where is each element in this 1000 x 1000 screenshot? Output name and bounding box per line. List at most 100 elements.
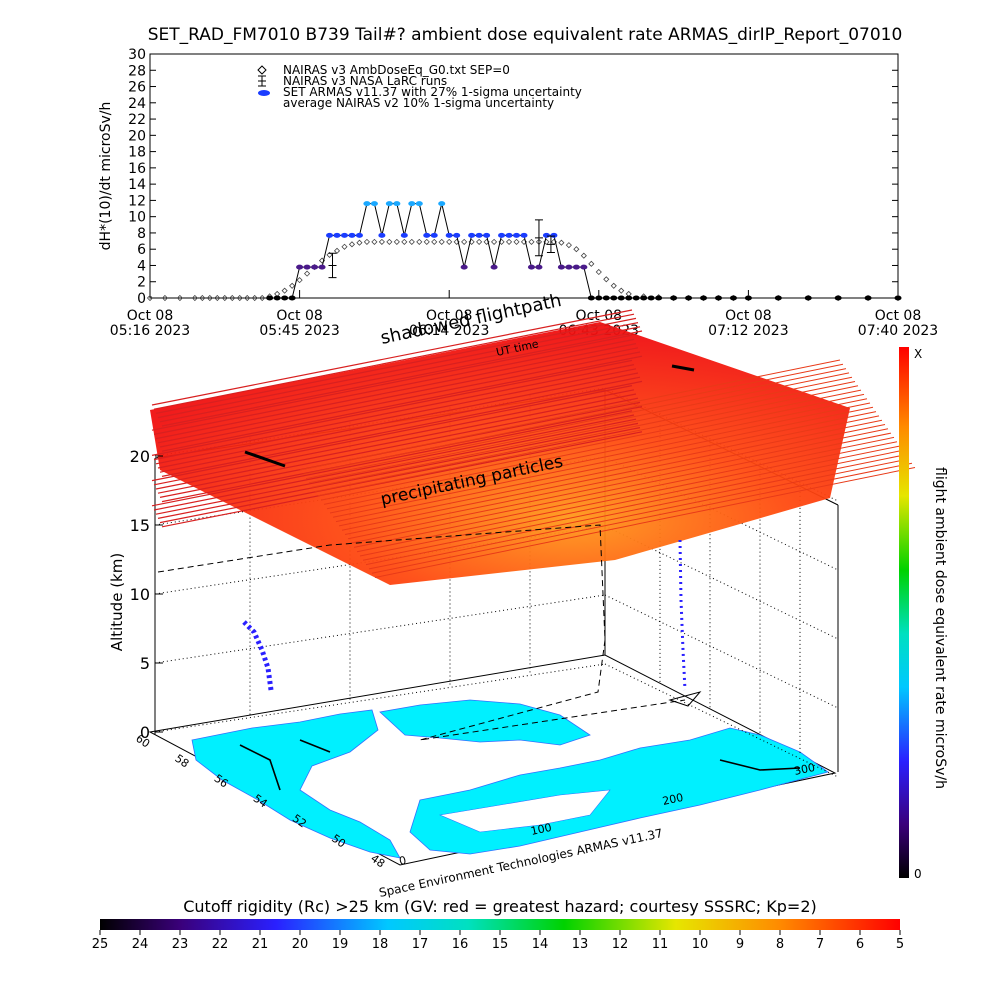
nairas-point (423, 238, 430, 245)
sheet-stripe (157, 322, 639, 419)
colorbar-tick-label: 6 (856, 937, 864, 952)
sheet-stripe (155, 317, 637, 414)
colorbar-tick-label: 21 (252, 937, 269, 952)
legend-item-armas: SET ARMAS v11.37 with 27% 1-sigma uncert… (258, 85, 582, 99)
sheet-stripe (347, 428, 889, 540)
nairas-point (505, 238, 513, 245)
armas-point (640, 295, 648, 301)
legend-item-nairas-larc: NAIRAS v3 NASA LaRC runs (258, 74, 447, 88)
sheet-stripe (159, 351, 641, 448)
altitude-tick-label: 20 (130, 447, 150, 466)
armas-point (774, 295, 782, 301)
armas-point (700, 295, 708, 301)
armas-point (438, 201, 446, 207)
colorbar-tick-label: 8 (776, 937, 784, 952)
armas-point (572, 264, 580, 270)
armas-point (311, 264, 319, 270)
floor-x-tick-label: 100 (530, 821, 553, 838)
sheet-stripe (157, 347, 639, 444)
armas-point (408, 201, 416, 207)
sheet-stripe (155, 418, 637, 515)
x-tick-label-date: Oct 08 (725, 308, 771, 324)
sheet-stripe (326, 398, 868, 510)
nairas-point (386, 238, 393, 245)
flightpath-descent-east (678, 539, 687, 691)
sheet-stripe (159, 427, 641, 524)
colorbar-tick-label: 13 (572, 937, 589, 952)
y-tick-label: 8 (137, 226, 146, 242)
top-plot-frame (149, 53, 899, 299)
altitude-tick-label: 10 (130, 585, 150, 604)
nairas-point (289, 282, 296, 289)
armas-point (326, 232, 334, 238)
armas-point (685, 295, 693, 301)
sheet-stripe (161, 380, 643, 477)
cutoff-rigidity-ticks: 25 24 23 22 21 20 19 18 17 16 15 14 13 12 11 10 9 8 7 6 5 (92, 930, 904, 952)
nairas-point (595, 268, 602, 276)
armas-point (714, 295, 722, 301)
sheet-stripe (302, 363, 844, 475)
nairas-point (565, 242, 572, 249)
sheet-stripe (161, 431, 643, 528)
armas-point (340, 232, 348, 238)
flightpath-high-track (244, 450, 286, 468)
x-tick-label-time: 07:12 2023 (708, 323, 788, 339)
sheet-stripe (332, 406, 874, 518)
nairas-point (528, 238, 535, 245)
sheet-stripe (151, 410, 633, 507)
armas-point (475, 232, 483, 238)
colorbar-tick-label: 24 (132, 937, 149, 952)
sheet-stripe (157, 422, 639, 519)
armas-point (296, 264, 304, 270)
legend-label: NAIRAS v3 AmbDoseEq_G0.txt SEP=0 (283, 63, 510, 77)
x-tick-label-date: Oct 08 (875, 308, 921, 324)
nairas-point (214, 294, 221, 302)
sheet-stripe (157, 372, 639, 469)
armas-point (266, 295, 274, 301)
armas-point (318, 264, 326, 270)
armas-point (445, 232, 453, 238)
nairas-point (401, 238, 408, 245)
chart-title: SET_RAD_FM7010 B739 Tail#? ambient dose … (148, 25, 903, 45)
nairas-point (588, 260, 595, 267)
nairas-point (326, 251, 333, 258)
sheet-stripe (299, 359, 841, 471)
armas-point (527, 264, 535, 270)
sheet-stripe (153, 364, 635, 461)
sheet-stripe (335, 411, 877, 523)
floor-x-tick-label: 200 (661, 791, 684, 808)
colorbar-tick-label: 12 (612, 937, 629, 952)
top-y-axis-label: dH*(10)/dt microSv/h (98, 102, 114, 251)
armas-point (333, 232, 341, 238)
map-floor (148, 654, 837, 866)
armas-point (535, 264, 543, 270)
series-armas (266, 201, 902, 301)
sheet-stripe (153, 338, 635, 435)
x-tick-label-time: 05:16 2023 (110, 323, 190, 339)
nairas-point (431, 238, 438, 245)
nairas-point (251, 294, 258, 302)
x-tick-label-time: 06:14 2023 (409, 323, 489, 339)
legend-label: average NAIRAS v2 10% 1-sigma uncertaint… (283, 96, 554, 110)
sheet-stripe (368, 458, 910, 570)
armas-point (273, 295, 281, 301)
armas-point (804, 295, 812, 301)
nairas-point (618, 287, 625, 294)
nairas-point (610, 282, 617, 289)
nairas-point (363, 238, 370, 245)
x-tick-label-time: 05:45 2023 (259, 323, 339, 339)
legend-item-nairas-v2: average NAIRAS v2 10% 1-sigma uncertaint… (283, 96, 554, 110)
nairas-point (461, 238, 468, 245)
colorbar-tick-label: 15 (492, 937, 509, 952)
y-tick-label: 4 (137, 258, 146, 274)
sheet-stripe (151, 334, 633, 431)
armas-point (655, 295, 663, 301)
nairas-point (199, 294, 206, 302)
nairas-point (161, 294, 169, 302)
sheet-stripe (338, 415, 880, 527)
colorbar-tick-label: 10 (692, 937, 709, 952)
armas-point (744, 295, 752, 301)
y-tick-label: 26 (128, 80, 146, 96)
sheet-stripe (344, 424, 886, 535)
